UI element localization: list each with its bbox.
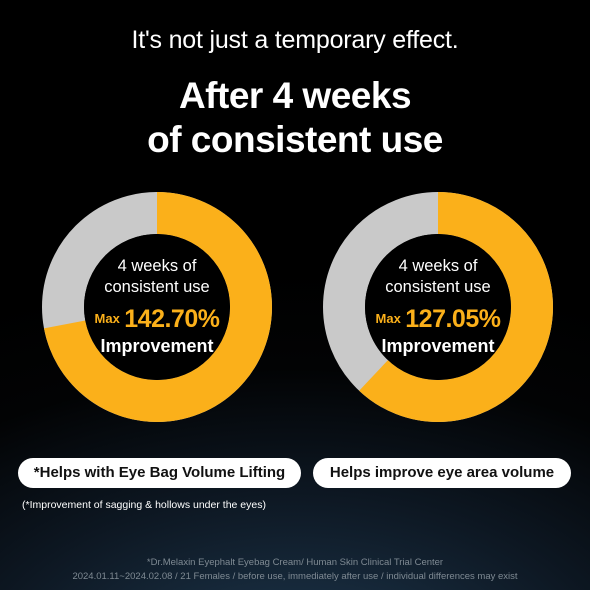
ring-center [365,234,511,380]
value-row: Max 127.05% [376,304,501,334]
disclaimer-line-2: 2024.01.11~2024.02.08 / 21 Females / bef… [72,571,518,582]
donut-center-text: 4 weeks of consistent use Max 127.05% Im… [323,192,553,422]
improvement-label: Improvement [381,336,495,357]
ring-fill [42,192,272,422]
period-line-1: 4 weeks of [117,256,197,275]
improvement-value: 142.70% [124,304,220,333]
pill-eye-area-volume: Helps improve eye area volume [313,458,571,488]
ring-fill [323,192,553,422]
headline-line-1: After 4 weeks [178,75,412,116]
max-label: Max [94,310,120,326]
disclaimer-line-1: *Dr.Melaxin Eyephalt Eyebag Cream/ Human… [146,557,444,568]
footnote-improvement: (*Improvement of sagging & hollows under… [22,499,266,511]
max-label: Max [375,310,401,326]
headline-line-2: of consistent use [147,119,443,160]
period-line-2: consistent use [385,277,491,296]
donut-chart-lifting: 4 weeks of consistent use Max 142.70% Im… [42,192,272,422]
donut-ring-volume [323,192,553,422]
improvement-value: 127.05% [405,304,501,333]
ring-center [84,234,230,380]
pill-eye-bag-lifting: *Helps with Eye Bag Volume Lifting [18,458,301,488]
subtitle: It's not just a temporary effect. [131,26,459,54]
value-row: Max 142.70% [95,304,220,334]
donut-chart-volume: 4 weeks of consistent use Max 127.05% Im… [323,192,553,422]
donut-center-text: 4 weeks of consistent use Max 142.70% Im… [42,192,272,422]
improvement-label: Improvement [100,336,214,357]
period-line-1: 4 weeks of [398,256,478,275]
donut-ring-lifting [42,192,272,422]
headline: After 4 weeks of consistent use [0,74,590,162]
period-line-2: consistent use [104,277,210,296]
